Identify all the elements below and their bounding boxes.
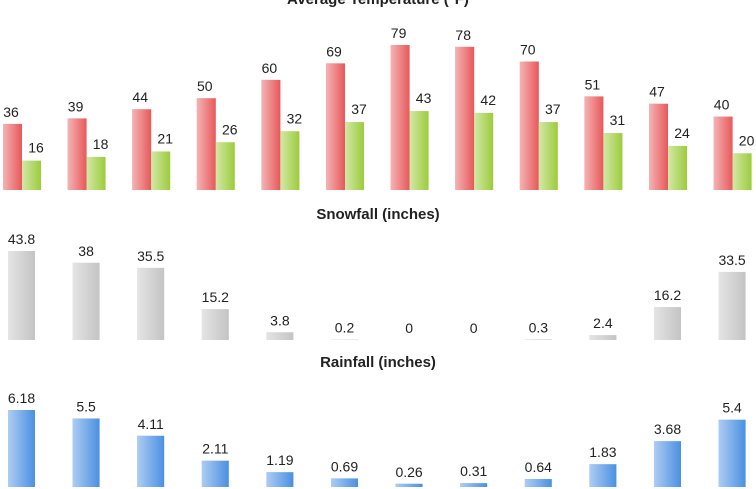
value-label: 0.3	[529, 319, 549, 335]
value-label: 36	[3, 104, 19, 120]
bar-shine	[215, 142, 235, 190]
bar-shine	[137, 267, 165, 340]
value-label: 1.19	[266, 452, 293, 468]
value-label: 32	[287, 110, 303, 126]
value-label: 2.11	[202, 441, 228, 457]
bar-shine	[132, 109, 152, 190]
value-label: 37	[351, 101, 367, 117]
value-label: 3.8	[270, 312, 290, 328]
value-label: 44	[132, 89, 148, 105]
value-label: 47	[649, 84, 665, 100]
value-label: 0.31	[460, 463, 487, 479]
value-label: 4.11	[138, 416, 164, 432]
value-label: 0.64	[525, 459, 552, 475]
bar-shine	[266, 472, 294, 487]
bar-shine	[603, 133, 623, 190]
bar-shine	[261, 79, 281, 190]
bar-shine	[390, 45, 410, 190]
bar-shine	[589, 464, 617, 487]
value-label: 21	[157, 130, 173, 146]
bar-shine	[67, 118, 87, 190]
bar-shine	[8, 410, 35, 487]
bar-shine	[524, 339, 552, 340]
value-label: 43	[416, 90, 432, 106]
value-label: 0.26	[395, 464, 422, 480]
bar-shine	[654, 307, 681, 340]
value-label: 3.68	[654, 421, 681, 437]
value-label: 5.4	[722, 400, 742, 416]
bar-shine	[409, 111, 429, 190]
value-label: 42	[480, 92, 496, 108]
bar-shine	[732, 153, 752, 190]
panel-title: Snowfall (inches)	[316, 206, 439, 223]
bar-shine	[538, 122, 558, 190]
value-label: 60	[262, 60, 278, 76]
bar-shine	[266, 332, 294, 340]
bar-shine	[718, 271, 746, 340]
bar-shine	[654, 441, 681, 487]
bar-shine	[589, 335, 617, 340]
bar-shine	[524, 479, 552, 487]
bar-shine	[72, 262, 100, 340]
value-label: 1.83	[589, 444, 616, 460]
bar-shine	[8, 251, 35, 340]
bar-shine	[345, 122, 364, 190]
value-label: 20	[739, 132, 755, 148]
value-label: 69	[326, 43, 342, 59]
bar-shine	[22, 160, 41, 190]
value-label: 79	[391, 25, 407, 41]
value-label: 51	[585, 76, 601, 92]
bar-shine	[649, 103, 668, 190]
value-label: 43.8	[8, 231, 35, 247]
value-label: 37	[545, 101, 561, 117]
bar-shine	[86, 156, 106, 190]
value-label: 15.2	[202, 289, 229, 305]
panel-title: Rainfall (inches)	[320, 354, 436, 371]
bar-shine	[474, 112, 494, 190]
value-label: 0	[405, 320, 413, 336]
bar-shine	[395, 483, 423, 487]
bar-shine	[460, 483, 488, 487]
value-label: 50	[197, 78, 213, 94]
value-label: 0	[470, 320, 478, 336]
value-label: 18	[93, 136, 109, 152]
value-label: 35.5	[137, 248, 164, 264]
bar-shine	[668, 145, 687, 190]
value-label: 0.69	[331, 458, 358, 474]
value-label: 38	[78, 243, 94, 259]
bar-shine	[196, 98, 216, 190]
bar-shine	[201, 460, 229, 487]
value-label: 16.2	[654, 287, 681, 303]
panel-title: Average Temperature (°F)	[287, 0, 469, 8]
bar-shine	[455, 46, 475, 190]
value-label: 39	[68, 98, 84, 114]
bar-shine	[201, 309, 229, 340]
bar-shine	[584, 96, 604, 190]
value-label: 24	[674, 125, 690, 141]
bar-shine	[718, 419, 746, 487]
bar-shine	[151, 151, 171, 190]
bar-shine	[713, 116, 733, 190]
value-label: 40	[714, 97, 730, 113]
value-label: 70	[520, 42, 536, 58]
value-label: 2.4	[593, 315, 613, 331]
value-label: 0.2	[335, 320, 355, 336]
value-label: 26	[222, 121, 238, 137]
value-label: 33.5	[718, 252, 745, 268]
value-label: 6.18	[8, 390, 35, 406]
bar-shine	[519, 61, 539, 191]
value-label: 31	[610, 112, 626, 128]
value-label: 78	[455, 27, 471, 43]
bar-shine	[326, 63, 345, 190]
bar-shine	[137, 435, 165, 487]
bar-shine	[280, 131, 300, 190]
bar-shine	[331, 478, 358, 487]
bar-shine	[72, 418, 100, 487]
bar-shine	[3, 123, 22, 190]
value-label: 5.5	[76, 398, 96, 414]
value-label: 16	[28, 140, 44, 156]
